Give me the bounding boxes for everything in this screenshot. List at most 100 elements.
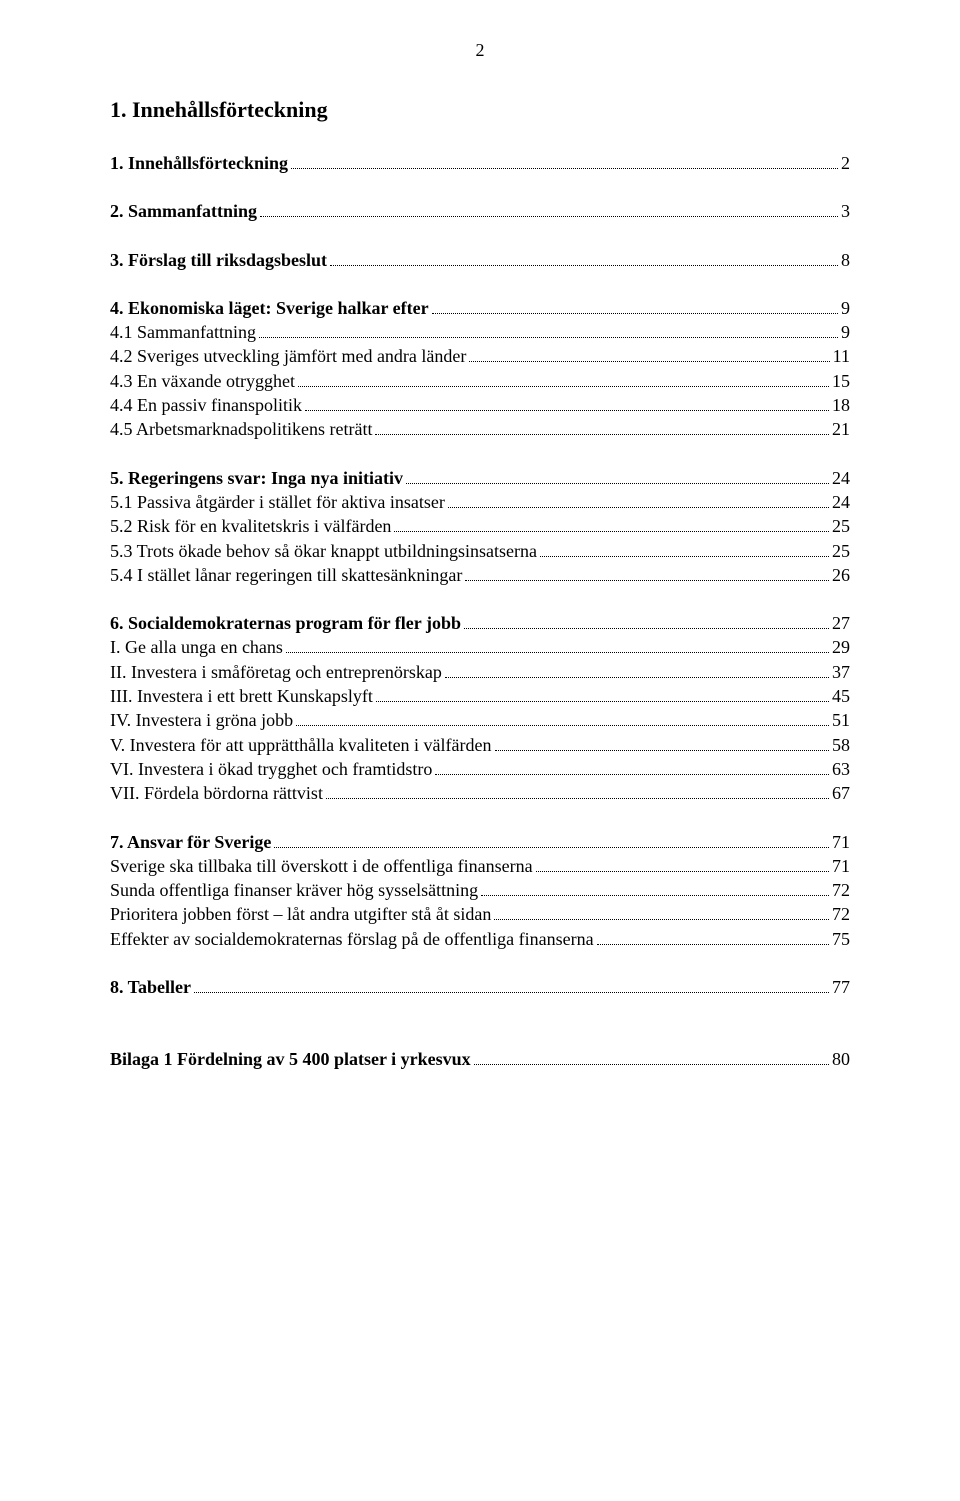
toc-entry[interactable]: Prioritera jobben först – låt andra utgi… <box>110 902 850 926</box>
toc-entry[interactable]: I. Ge alla unga en chans 29 <box>110 635 850 659</box>
toc-heading-page: 8 <box>841 248 850 272</box>
toc-heading-page: 9 <box>841 296 850 320</box>
toc-heading-entry[interactable]: 7. Ansvar för Sverige 71 <box>110 830 850 854</box>
toc-entry-label: Prioritera jobben först – låt andra utgi… <box>110 902 491 926</box>
toc-entry-page: 24 <box>832 490 850 514</box>
toc-entry[interactable]: IV. Investera i gröna jobb 51 <box>110 708 850 732</box>
toc-entry-page: 9 <box>841 320 850 344</box>
toc-entry-page: 63 <box>832 757 850 781</box>
toc-section: Bilaga 1 Fördelning av 5 400 platser i y… <box>110 1047 850 1071</box>
leader-dots <box>432 313 838 314</box>
leader-dots <box>375 434 829 435</box>
toc-entry[interactable]: 4.2 Sveriges utveckling jämfört med andr… <box>110 344 850 368</box>
toc-entry-page: 72 <box>832 902 850 926</box>
toc-heading-entry[interactable]: 3. Förslag till riksdagsbeslut 8 <box>110 248 850 272</box>
leader-dots <box>481 895 829 896</box>
leader-dots <box>469 361 829 362</box>
toc-section: 6. Socialdemokraternas program för fler … <box>110 611 850 805</box>
toc-heading-label: 1. Innehållsförteckning <box>110 151 288 175</box>
toc-entry-label: 5.4 I stället lånar regeringen till skat… <box>110 563 462 587</box>
leader-dots <box>305 410 829 411</box>
toc-heading-label: 6. Socialdemokraternas program för fler … <box>110 611 461 635</box>
toc-entry-page: 45 <box>832 684 850 708</box>
toc-entry-page: 75 <box>832 927 850 951</box>
toc-entry[interactable]: 4.5 Arbetsmarknadspolitikens reträtt 21 <box>110 417 850 441</box>
toc-entry-label: Sverige ska tillbaka till överskott i de… <box>110 854 533 878</box>
toc-heading-entry[interactable]: 5. Regeringens svar: Inga nya initiativ … <box>110 466 850 490</box>
leader-dots <box>296 725 829 726</box>
toc-entry-label: 5.2 Risk för en kvalitetskris i välfärde… <box>110 514 391 538</box>
toc-entry[interactable]: Sunda offentliga finanser kräver hög sys… <box>110 878 850 902</box>
toc-heading-page: 27 <box>832 611 850 635</box>
leader-dots <box>194 992 829 993</box>
toc-entry[interactable]: VII. Fördela bördorna rättvist 67 <box>110 781 850 805</box>
toc-entry[interactable]: III. Investera i ett brett Kunskapslyft … <box>110 684 850 708</box>
leader-dots <box>330 265 838 266</box>
toc-entry-label: 5.3 Trots ökade behov så ökar knappt utb… <box>110 539 537 563</box>
toc-entry-label: IV. Investera i gröna jobb <box>110 708 293 732</box>
toc-heading-entry[interactable]: 2. Sammanfattning 3 <box>110 199 850 223</box>
leader-dots <box>291 168 838 169</box>
toc-entry[interactable]: 5.1 Passiva åtgärder i stället för aktiv… <box>110 490 850 514</box>
toc-entry-label: 4.5 Arbetsmarknadspolitikens reträtt <box>110 417 372 441</box>
toc-entry[interactable]: VI. Investera i ökad trygghet och framti… <box>110 757 850 781</box>
toc-heading-entry[interactable]: 6. Socialdemokraternas program för fler … <box>110 611 850 635</box>
toc-heading-page: 3 <box>841 199 850 223</box>
toc-heading-label: 4. Ekonomiska läget: Sverige halkar efte… <box>110 296 429 320</box>
toc-entry[interactable]: 4.3 En växande otrygghet 15 <box>110 369 850 393</box>
leader-dots <box>495 750 829 751</box>
leader-dots <box>448 507 829 508</box>
toc-entry[interactable]: Sverige ska tillbaka till överskott i de… <box>110 854 850 878</box>
leader-dots <box>464 628 829 629</box>
toc-entry-label: 4.2 Sveriges utveckling jämfört med andr… <box>110 344 466 368</box>
toc-entry-page: 25 <box>832 514 850 538</box>
toc-entry[interactable]: II. Investera i småföretag och entrepren… <box>110 660 850 684</box>
toc-entry-label: Effekter av socialdemokraternas förslag … <box>110 927 594 951</box>
toc-entry-page: 18 <box>832 393 850 417</box>
toc-heading-entry[interactable]: 1. Innehållsförteckning 2 <box>110 151 850 175</box>
leader-dots <box>406 483 829 484</box>
page-title: 1. Innehållsförteckning <box>110 97 850 123</box>
toc-entry-label: 4.1 Sammanfattning <box>110 320 256 344</box>
leader-dots <box>536 871 829 872</box>
toc-heading-page: 2 <box>841 151 850 175</box>
toc-entry-page: 37 <box>832 660 850 684</box>
toc-entry[interactable]: 5.4 I stället lånar regeringen till skat… <box>110 563 850 587</box>
document-page: 2 1. Innehållsförteckning 1. Innehållsfö… <box>0 0 960 1501</box>
toc-entry-label: 4.3 En växande otrygghet <box>110 369 295 393</box>
leader-dots <box>474 1064 829 1065</box>
toc-entry[interactable]: 4.4 En passiv finanspolitik 18 <box>110 393 850 417</box>
toc-entry[interactable]: V. Investera för att upprätthålla kvalit… <box>110 733 850 757</box>
toc-heading-entry[interactable]: 8. Tabeller 77 <box>110 975 850 999</box>
toc-section: 2. Sammanfattning 3 <box>110 199 850 223</box>
leader-dots <box>260 216 838 217</box>
toc-heading-label: 5. Regeringens svar: Inga nya initiativ <box>110 466 403 490</box>
toc-entry-label: V. Investera för att upprätthålla kvalit… <box>110 733 492 757</box>
toc-entry-label: 4.4 En passiv finanspolitik <box>110 393 302 417</box>
toc-entry-page: 26 <box>832 563 850 587</box>
toc-entry-page: 29 <box>832 635 850 659</box>
toc-entry-page: 25 <box>832 539 850 563</box>
toc-heading-entry[interactable]: Bilaga 1 Fördelning av 5 400 platser i y… <box>110 1047 850 1071</box>
leader-dots <box>259 337 838 338</box>
toc-entry-page: 67 <box>832 781 850 805</box>
toc-entry-label: VI. Investera i ökad trygghet och framti… <box>110 757 432 781</box>
toc-entry[interactable]: 4.1 Sammanfattning 9 <box>110 320 850 344</box>
toc-section: 1. Innehållsförteckning 2 <box>110 151 850 175</box>
leader-dots <box>494 919 829 920</box>
toc-entry-label: 5.1 Passiva åtgärder i stället för aktiv… <box>110 490 445 514</box>
toc-entry[interactable]: 5.3 Trots ökade behov så ökar knappt utb… <box>110 539 850 563</box>
toc-entry[interactable]: 5.2 Risk för en kvalitetskris i välfärde… <box>110 514 850 538</box>
toc-entry-label: III. Investera i ett brett Kunskapslyft <box>110 684 373 708</box>
toc-heading-label: Bilaga 1 Fördelning av 5 400 platser i y… <box>110 1047 471 1071</box>
toc-heading-entry[interactable]: 4. Ekonomiska läget: Sverige halkar efte… <box>110 296 850 320</box>
toc-section: 8. Tabeller 77 <box>110 975 850 999</box>
toc-entry[interactable]: Effekter av socialdemokraternas förslag … <box>110 927 850 951</box>
leader-dots <box>540 556 829 557</box>
toc-entry-page: 15 <box>832 369 850 393</box>
toc-heading-label: 3. Förslag till riksdagsbeslut <box>110 248 327 272</box>
leader-dots <box>465 580 829 581</box>
leader-dots <box>326 798 829 799</box>
toc-section: 3. Förslag till riksdagsbeslut 8 <box>110 248 850 272</box>
toc-heading-page: 24 <box>832 466 850 490</box>
